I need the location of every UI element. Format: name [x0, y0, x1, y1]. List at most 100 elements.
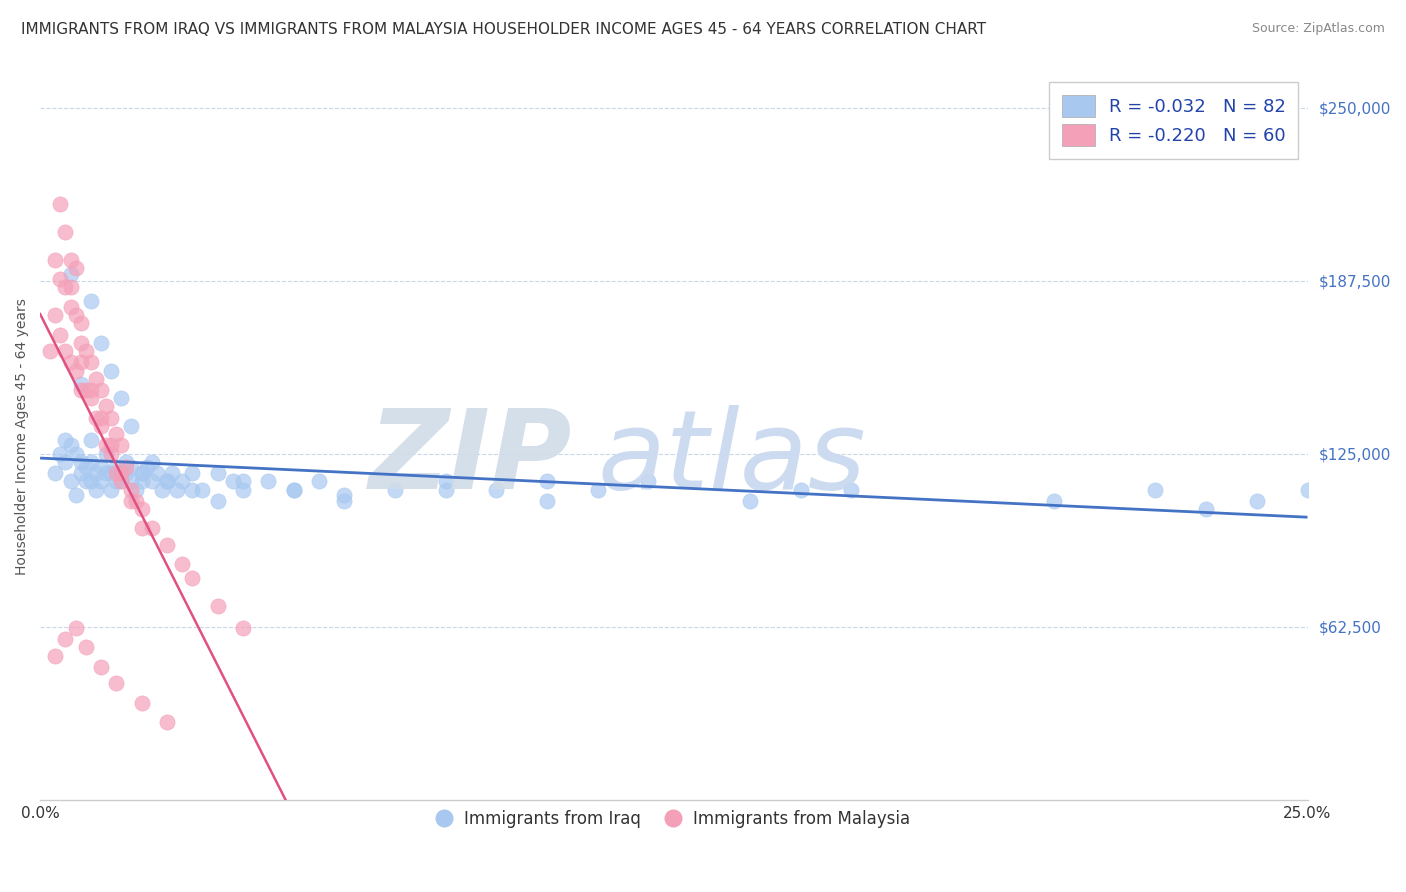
Point [637, 474, 659, 488]
Point [65, 308, 87, 322]
Point [1043, 493, 1066, 508]
Point [80, 391, 103, 405]
Point [75, 640, 97, 655]
Point [1246, 493, 1268, 508]
Point [69, 335, 91, 350]
Point [94, 466, 117, 480]
Point [384, 483, 406, 497]
Point [100, 483, 122, 497]
Point [131, 466, 153, 480]
Point [156, 474, 179, 488]
Point [100, 466, 122, 480]
Point [105, 676, 128, 690]
Point [105, 466, 128, 480]
Point [257, 474, 280, 488]
Point [308, 474, 330, 488]
Point [44, 308, 66, 322]
Point [586, 483, 609, 497]
Point [65, 363, 87, 377]
Point [150, 483, 173, 497]
Point [69, 466, 91, 480]
Point [105, 474, 128, 488]
Point [55, 280, 77, 294]
Point [80, 474, 103, 488]
Point [434, 474, 457, 488]
Point [120, 483, 142, 497]
Text: ZIP: ZIP [368, 405, 572, 511]
Point [120, 474, 142, 488]
Point [115, 460, 138, 475]
Point [1195, 502, 1218, 516]
Point [75, 383, 97, 397]
Point [115, 455, 138, 469]
Point [55, 344, 77, 359]
Point [170, 558, 193, 572]
Point [69, 383, 91, 397]
Point [80, 433, 103, 447]
Point [90, 383, 112, 397]
Point [110, 466, 132, 480]
Point [120, 460, 142, 475]
Point [55, 632, 77, 646]
Point [485, 483, 508, 497]
Point [141, 521, 163, 535]
Point [131, 466, 153, 480]
Point [69, 455, 91, 469]
Point [44, 466, 66, 480]
Point [59, 355, 82, 369]
Point [181, 483, 204, 497]
Point [1144, 483, 1167, 497]
Point [39, 344, 62, 359]
Point [59, 300, 82, 314]
Point [90, 335, 112, 350]
Point [75, 344, 97, 359]
Point [100, 446, 122, 460]
Point [283, 483, 305, 497]
Point [181, 466, 204, 480]
Point [65, 446, 87, 460]
Point [75, 474, 97, 488]
Point [100, 438, 122, 452]
Point [207, 493, 229, 508]
Point [80, 383, 103, 397]
Point [170, 474, 193, 488]
Point [110, 438, 132, 452]
Point [131, 502, 153, 516]
Point [232, 474, 254, 488]
Point [207, 466, 229, 480]
Point [166, 483, 188, 497]
Point [125, 483, 148, 497]
Point [55, 433, 77, 447]
Point [333, 493, 356, 508]
Point [69, 355, 91, 369]
Point [59, 438, 82, 452]
Point [105, 427, 128, 442]
Point [69, 317, 91, 331]
Point [181, 571, 204, 585]
Point [156, 474, 179, 488]
Point [65, 621, 87, 635]
Point [135, 460, 157, 475]
Point [115, 466, 138, 480]
Point [94, 400, 117, 414]
Point [110, 391, 132, 405]
Point [222, 474, 245, 488]
Point [90, 659, 112, 673]
Point [80, 455, 103, 469]
Legend: Immigrants from Iraq, Immigrants from Malaysia: Immigrants from Iraq, Immigrants from Ma… [432, 804, 917, 835]
Point [49, 272, 72, 286]
Point [839, 483, 862, 497]
Point [738, 493, 761, 508]
Point [191, 483, 214, 497]
Point [84, 372, 107, 386]
Text: Source: ZipAtlas.com: Source: ZipAtlas.com [1251, 22, 1385, 36]
Point [59, 474, 82, 488]
Point [59, 280, 82, 294]
Point [75, 460, 97, 475]
Point [90, 474, 112, 488]
Point [84, 483, 107, 497]
Point [90, 418, 112, 433]
Point [120, 418, 142, 433]
Point [59, 252, 82, 267]
Point [131, 696, 153, 710]
